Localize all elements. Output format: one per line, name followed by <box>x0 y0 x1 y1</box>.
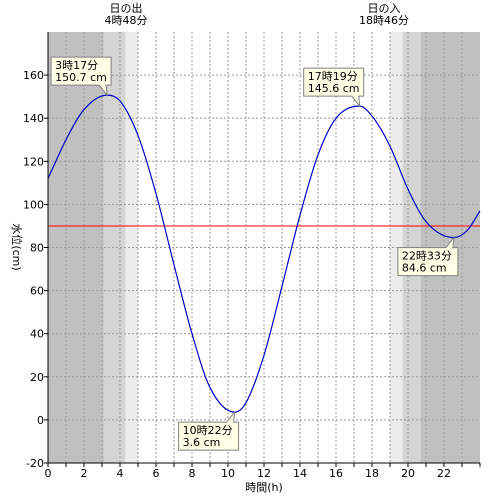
annotation-box <box>397 235 459 277</box>
x-tick-label: 0 <box>45 467 52 480</box>
annotation-value: 150.7 cm <box>55 71 107 84</box>
y-tick-label: 60 <box>30 285 44 298</box>
x-tick-label: 4 <box>117 467 124 480</box>
twilight-band <box>103 32 126 463</box>
annotation-value: 3.6 cm <box>183 436 221 449</box>
y-tick-label: 20 <box>30 371 44 384</box>
annotation-box <box>178 410 240 451</box>
series-group <box>47 94 481 413</box>
annotation-box <box>50 56 112 97</box>
x-axis-label: 時間(h) <box>245 481 283 494</box>
y-tick-label: 100 <box>23 198 44 211</box>
x-tick-label: 16 <box>329 467 343 480</box>
annotation-time: 3時17分 <box>55 59 98 72</box>
y-tick-label: 120 <box>23 155 44 168</box>
y-tick-label: 0 <box>37 414 44 427</box>
tide-curve <box>47 94 481 413</box>
sunrise-time: 4時48分 <box>105 14 148 27</box>
x-tick-label: 8 <box>189 467 196 480</box>
x-tick-label: 18 <box>365 467 379 480</box>
annotation-time: 22時33分 <box>402 250 452 263</box>
twilight-band <box>125 32 138 463</box>
y-tick-label: 140 <box>23 112 44 125</box>
x-tick-label: 22 <box>437 467 451 480</box>
x-tick-label: 14 <box>293 467 307 480</box>
y-tick-label: 40 <box>30 328 44 341</box>
sunrise-label: 日の出 <box>110 1 143 15</box>
sunset-label: 日の入 <box>368 2 401 15</box>
y-axis-label: 水位(cm) <box>10 223 24 270</box>
tick-labels: 0 2 4 6 8 10 12 14 16 18 20 22-20020406080100120140… <box>23 69 451 480</box>
annotation-value: 84.6 cm <box>402 262 447 275</box>
sunset-time: 18時46分 <box>359 14 409 27</box>
axes <box>44 32 481 467</box>
annotation-time: 17時19分 <box>308 70 358 83</box>
x-tick-label: 20 <box>401 467 415 480</box>
annotation-box <box>303 67 365 108</box>
x-tick-label: 10 <box>221 467 235 480</box>
annotation-time: 10時22分 <box>183 424 233 437</box>
y-tick-label: 160 <box>23 69 44 82</box>
annotation-value: 145.6 cm <box>308 82 360 95</box>
sun-info: 日の出 4時48分 日の入 18時46分 <box>105 1 410 27</box>
x-tick-label: 6 <box>153 467 160 480</box>
y-tick-label: -20 <box>26 457 44 470</box>
x-tick-label: 2 <box>81 467 88 480</box>
x-tick-label: 12 <box>257 467 271 480</box>
y-tick-label: 80 <box>30 242 44 255</box>
